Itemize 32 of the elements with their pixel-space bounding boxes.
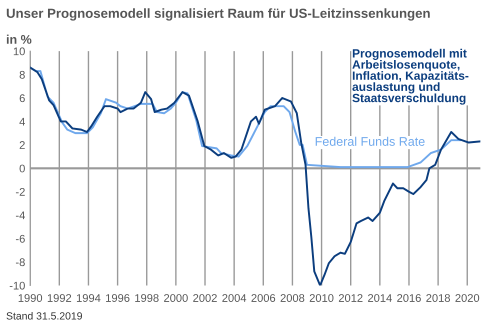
x-tick-label: 2008 [280, 294, 304, 302]
x-tick-label: 2018 [426, 294, 450, 302]
x-tick-label: 1992 [48, 294, 72, 302]
y-tick-label: 8 [20, 70, 25, 79]
x-tick-label: 1994 [76, 294, 100, 302]
x-tick-label: 2016 [397, 294, 421, 302]
y-tick-label: 2 [20, 141, 25, 149]
x-tick-label: 1998 [135, 294, 159, 302]
text: Stand 31.5.2019 [6, 312, 82, 320]
x-tick-label: 2002 [193, 294, 217, 302]
y-tick-label: -4 [16, 212, 25, 220]
x-tick-label: 2020 [455, 294, 480, 302]
x-tick-label: 1990 [18, 294, 42, 302]
x-tick-label: 2014 [368, 294, 392, 302]
x-tick-label: 2010 [310, 294, 334, 302]
chart-title: Unser Prognosemodell signalisiert Raum für US-Leitzinssenkungen [6, 8, 430, 21]
x-tick-label: 1996 [106, 294, 130, 302]
x-tick-label: 2000 [164, 294, 188, 302]
y-tick-label: 4 [19, 118, 25, 126]
y-tick-label: 6 [20, 94, 25, 102]
y-tick-label: -2 [16, 188, 25, 196]
y-tick-label: 0 [20, 164, 25, 172]
text: Prognosemodell mit Arbeitslosenquote, Inflation, Kapazitäts- auslastung und Staatsverschuldung [352, 48, 468, 105]
x-tick-label: 2006 [251, 294, 276, 302]
y-tick-label: -8 [16, 258, 25, 266]
y-tick-label: -6 [16, 234, 25, 243]
x-tick-label: 2012 [338, 294, 362, 302]
y-tick-label: -10 [10, 282, 25, 290]
y-tick-label: 10 [14, 47, 25, 56]
y-axis-title: in % [6, 34, 32, 44]
x-tick-label: 2004 [222, 294, 246, 302]
series-label: Federal Funds Rate [316, 136, 425, 146]
